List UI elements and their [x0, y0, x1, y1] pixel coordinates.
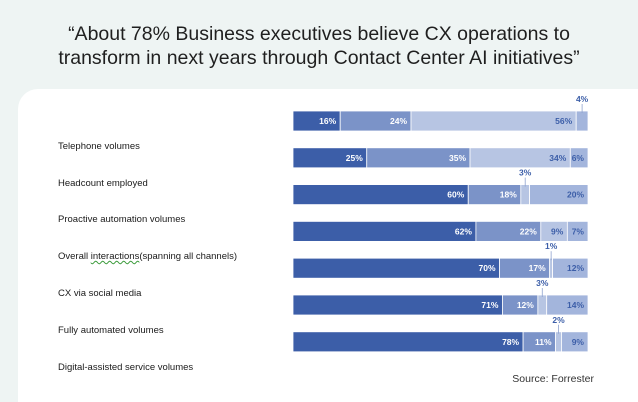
bar-segment-r2-s2 [520, 184, 530, 206]
bar-segment-r6-s2 [555, 331, 562, 353]
bar-segment-r3-s0 [292, 220, 477, 242]
bar-segment-r3-s3 [566, 220, 589, 242]
data-label-r3-s1: 22% [520, 226, 537, 236]
data-label-r2-s1: 18% [500, 190, 517, 200]
data-label-r0-s0: 16% [319, 116, 336, 126]
bar-segment-r6-s0 [292, 331, 524, 353]
data-label-r4-s1: 17% [529, 263, 546, 273]
data-label-r5-s1: 12% [517, 300, 534, 310]
data-label-r1-s3: 6% [572, 153, 585, 163]
data-label-r5-s2: 3% [536, 278, 549, 288]
title-line-2: transform in next years through Contact … [58, 47, 580, 69]
title-line-1: “About 78% Business executives believe C… [68, 23, 570, 45]
data-label-r0-s2: 56% [555, 116, 572, 126]
data-label-r1-s2: 34% [549, 153, 566, 163]
bar-segment-r0-s3 [575, 110, 589, 132]
data-label-r2-s3: 20% [567, 190, 584, 200]
data-label-r1-s0: 25% [346, 153, 363, 163]
chart-title: “About 78% Business executives believe C… [0, 22, 638, 70]
bar-segment-r1-s3 [569, 147, 589, 169]
data-label-r6-s0: 78% [502, 337, 519, 347]
category-label-headcount: Headcount employed [58, 178, 148, 189]
data-label-r4-s2: 1% [545, 241, 558, 251]
bar-segment-r5-s2 [537, 294, 548, 316]
data-label-r4-s3: 12% [567, 263, 584, 273]
data-label-r3-s0: 62% [455, 226, 472, 236]
bar-segment-r2-s0 [292, 184, 469, 206]
data-label-r3-s2: 9% [551, 226, 564, 236]
data-label-r1-s1: 35% [449, 153, 466, 163]
bar-segment-r4-s0 [292, 257, 500, 279]
bar-segment-r4-s2 [549, 257, 554, 279]
category-label-overall: Overall interactions(spanning all channe… [58, 251, 238, 262]
category-label-social: CX via social media [58, 288, 142, 299]
data-label-r6-s3: 9% [572, 337, 585, 347]
data-label-r3-s3: 7% [572, 226, 585, 236]
data-label-r5-s0: 71% [481, 300, 498, 310]
data-label-r5-s3: 14% [567, 300, 584, 310]
bar-segment-r6-s3 [561, 331, 589, 353]
data-label-r2-s0: 60% [447, 190, 464, 200]
data-label-r4-s0: 70% [478, 263, 495, 273]
bar-segment-r5-s0 [292, 294, 503, 316]
data-label-r6-s2: 2% [552, 315, 565, 325]
category-label-digital-assisted: Digital-assisted service volumes [58, 362, 194, 373]
category-label-fully-automated: Fully automated volumes [58, 325, 164, 336]
bar-segment-r4-s3 [552, 257, 589, 279]
data-label-r2-s2: 3% [519, 168, 532, 178]
category-label-telephone: Telephone volumes [58, 141, 140, 152]
bar-segment-r2-s3 [529, 184, 589, 206]
bar-segment-r0-s2 [410, 110, 577, 132]
source-note: Source: Forrester [512, 373, 594, 385]
bar-segment-r5-s3 [546, 294, 589, 316]
data-label-r6-s1: 11% [535, 337, 552, 347]
category-label-proactive: Proactive automation volumes [58, 214, 186, 225]
data-label-r0-s3: 4% [576, 94, 589, 104]
data-label-r0-s1: 24% [390, 116, 407, 126]
